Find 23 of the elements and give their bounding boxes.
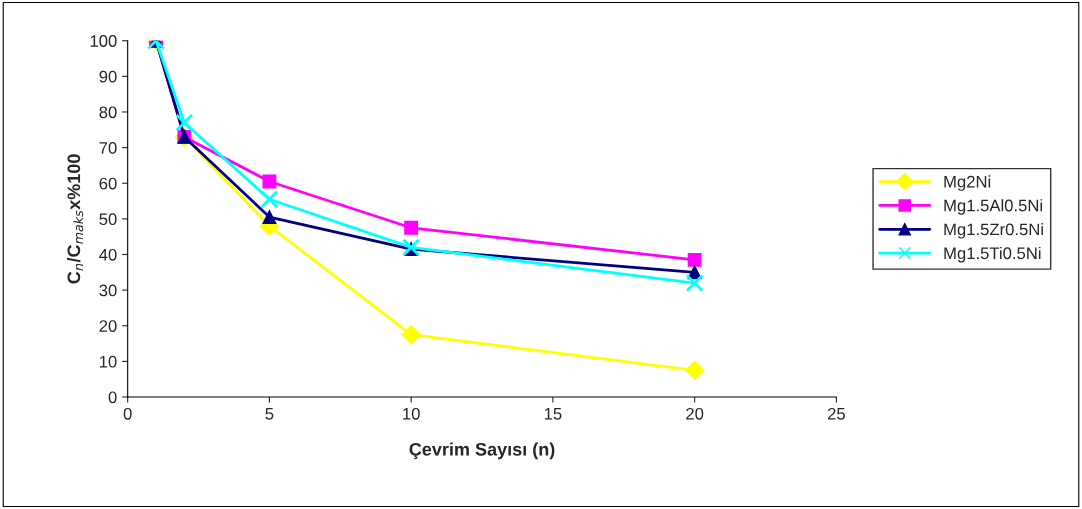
x-axis-title: Çevrim Sayısı (n) xyxy=(409,442,555,460)
legend-label: Mg1.5Zr0.5Ni xyxy=(944,223,1043,239)
legend-label: Mg1.5Ti0.5Ni xyxy=(944,246,1041,263)
y-tick-label: 90 xyxy=(99,70,117,83)
x-tick-label: 25 xyxy=(827,407,845,420)
legend-label: Mg2Ni xyxy=(944,175,991,191)
y-tick-label: 40 xyxy=(99,248,117,261)
y-tick-label: 20 xyxy=(99,320,117,332)
y-tick-label: 50 xyxy=(99,213,117,226)
y-tick-label: 60 xyxy=(99,177,117,190)
x-tick-label: 20 xyxy=(686,407,704,420)
x-tick-label: 10 xyxy=(403,407,420,420)
y-tick-label: 70 xyxy=(99,142,117,154)
y-tick-label: 0 xyxy=(108,391,117,404)
legend-label: Mg1.5Al0.5Ni xyxy=(944,199,1042,215)
y-tick-label: 30 xyxy=(99,284,117,297)
y-tick-label: 80 xyxy=(99,106,117,119)
y-tick-label: 10 xyxy=(99,355,117,368)
y-axis-title: C$_{n}$/C$_{maks}$x%100 xyxy=(66,154,84,284)
x-tick-label: 5 xyxy=(265,408,274,420)
y-tick-label: 100 xyxy=(90,35,117,47)
x-tick-label: 15 xyxy=(544,408,562,420)
x-tick-label: 0 xyxy=(123,407,132,420)
